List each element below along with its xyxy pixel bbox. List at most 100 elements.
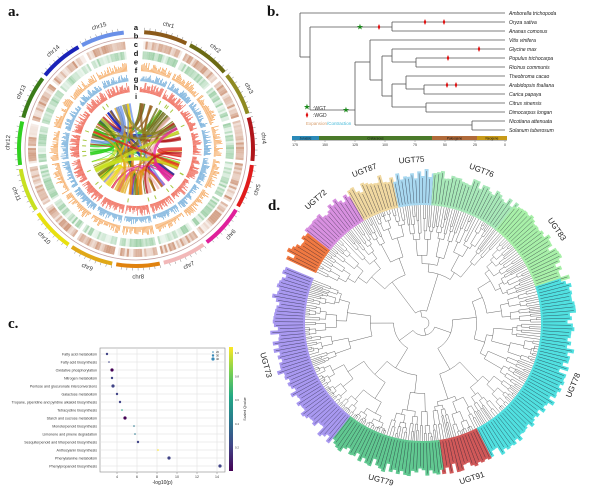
tree-branch [329,259,335,263]
tick-mark [24,100,28,102]
tree-branch [316,307,321,309]
chromosome-arc-chr4 [246,116,255,162]
leaf-label-mark [292,375,316,387]
heatmap-cell-c [113,42,118,52]
heatmap-cell-d [42,116,52,122]
leaf-label-mark [542,333,569,337]
heatmap-cell-c [78,233,85,242]
heatmap-cell-c [175,49,181,58]
leaf-label-mark [305,243,324,256]
tree-branch [323,365,331,369]
tree-branch [439,373,449,399]
heatmap-cell-d [46,107,55,113]
tree-branch [335,250,339,253]
heatmap-cell-d [224,128,233,133]
leaf-label-mark [477,193,490,217]
tree-branch [445,208,451,227]
leaf-label-mark [428,178,431,204]
tree-branch [489,400,496,407]
tree-branch [328,355,337,359]
tree-branch [406,392,411,411]
tree-branch [447,208,453,227]
tree-branch [491,340,510,347]
heatmap-cell-c [234,133,244,137]
tree-branch [394,412,397,421]
heatmap-cell-d [103,55,109,64]
chromosome-arc-chr12 [17,121,25,166]
heatmap-cell-d [96,231,102,240]
tree-arc [421,263,438,266]
track-f [167,81,192,104]
leaf-label-mark [345,203,358,223]
heatmap-cell-c [223,196,232,203]
heatmap-cell-d [46,185,55,191]
leaf-label-mark [279,327,304,329]
tree-branch [481,405,486,411]
heatmap-cell-d [185,67,192,75]
tree-branch [482,249,491,258]
track-h-mark [82,155,87,157]
tree-branch [309,292,317,295]
tree-arc [332,386,337,392]
heatmap-cell-c [37,103,46,109]
heatmap-cell-d [167,232,173,241]
tree-branch [497,387,505,394]
heatmap-cell-c [148,247,152,257]
tree-branch [520,284,535,290]
leaf-label-mark [465,435,477,464]
tree-arc [490,408,493,411]
tree-arc [491,387,498,394]
heatmap-cell-c [28,134,37,138]
leaf-label-mark [281,347,306,354]
heatmap-cell-d [213,99,222,105]
tree-branch [527,330,541,332]
tree-branch [386,425,391,436]
tree-branch [310,285,317,288]
leaf-label-mark [377,437,387,464]
heatmap-cell-d [65,211,73,219]
leaf-label-mark [472,187,485,214]
leaf-label-mark [312,225,334,244]
wgd-diamond-icon [423,19,427,25]
colorbar-tick-label: 0.4 [235,422,239,426]
heatmap-cell-d [203,206,212,214]
leaf-label-mark [286,367,312,378]
clade-label-ugt87: UGT87 [351,161,379,179]
tree-branch [372,216,379,229]
heatmap-cell-c [235,153,244,156]
tree-branch [477,392,483,399]
clade-label-ugt91: UGT91 [458,470,486,487]
tree-branch [324,386,329,389]
track-g [161,90,187,112]
tree-branch [494,406,501,413]
tick-mark [37,218,40,221]
tree-branch [394,215,397,222]
tree-branch [337,247,344,253]
heatmap-cell-c [30,172,40,177]
tree-branch [360,243,365,249]
tree-branch [516,381,523,387]
tree-branch [493,271,501,277]
tree-branch [401,214,403,221]
leaf-label-mark [514,400,534,416]
heatmap-cell-c [222,93,231,100]
clade-leaf-box [451,177,463,210]
tree-branch [530,360,535,362]
tree-branch [374,361,388,375]
tree-branch [518,292,527,296]
tree-branch [391,281,416,314]
tree-branch [359,237,365,244]
tree-branch [518,308,530,311]
heatmap-cell-c [171,48,177,57]
clade-leaf-box [427,176,432,206]
tree-branch [473,412,477,416]
species-label: Solanum tuberosum [509,128,554,134]
heatmap-cell-c [46,205,55,212]
tree-branch [311,341,317,344]
tree-branch [477,220,482,227]
tree-arc [454,232,457,234]
leaf-label-mark [328,416,349,441]
leaf-label-mark [275,317,304,320]
tree-branch [420,310,423,318]
